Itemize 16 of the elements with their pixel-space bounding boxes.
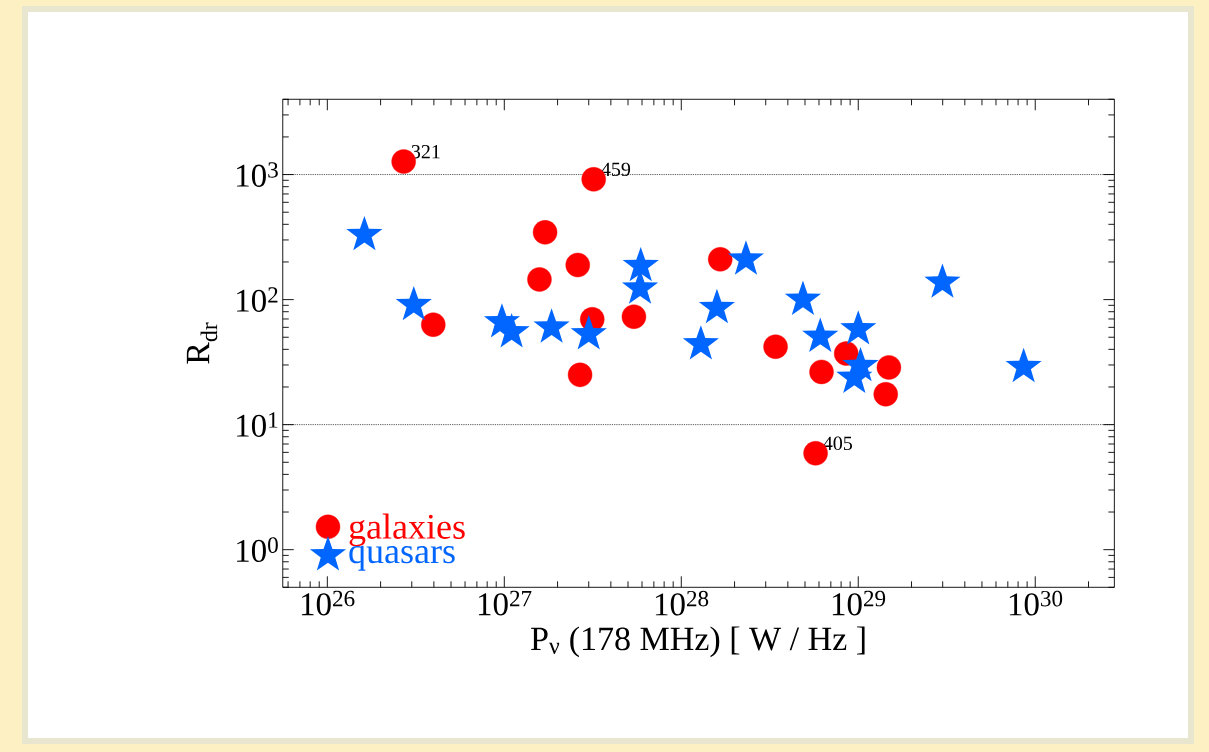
x-tick-label: 10$^{29}$: [832, 590, 886, 616]
text: quasars: [349, 545, 455, 571]
annotation: 459: [601, 162, 631, 177]
x-tick-label: 10$^{26}$: [301, 590, 355, 616]
y-tick-label: 10$^{2}$: [237, 287, 278, 312]
x-axis-title: P$_{ν}$ (178 MHz) [ W / Hz ]: [531, 626, 865, 658]
y-tick-label: 10$^{1}$: [237, 412, 278, 437]
y-tick-label: 10$^{3}$: [237, 162, 278, 187]
x-tick-label: 10$^{27}$: [478, 590, 532, 616]
y-axis-title: R$_{dr}$: [186, 322, 218, 364]
x-tick-label: 10$^{30}$: [1009, 590, 1063, 616]
annotation: 405: [823, 436, 853, 451]
y-tick-label: 10$^{0}$: [237, 537, 278, 563]
x-tick-label: 10$^{28}$: [655, 590, 709, 616]
annotation: 321: [411, 144, 440, 159]
legend-label: galaxies: [349, 513, 465, 547]
